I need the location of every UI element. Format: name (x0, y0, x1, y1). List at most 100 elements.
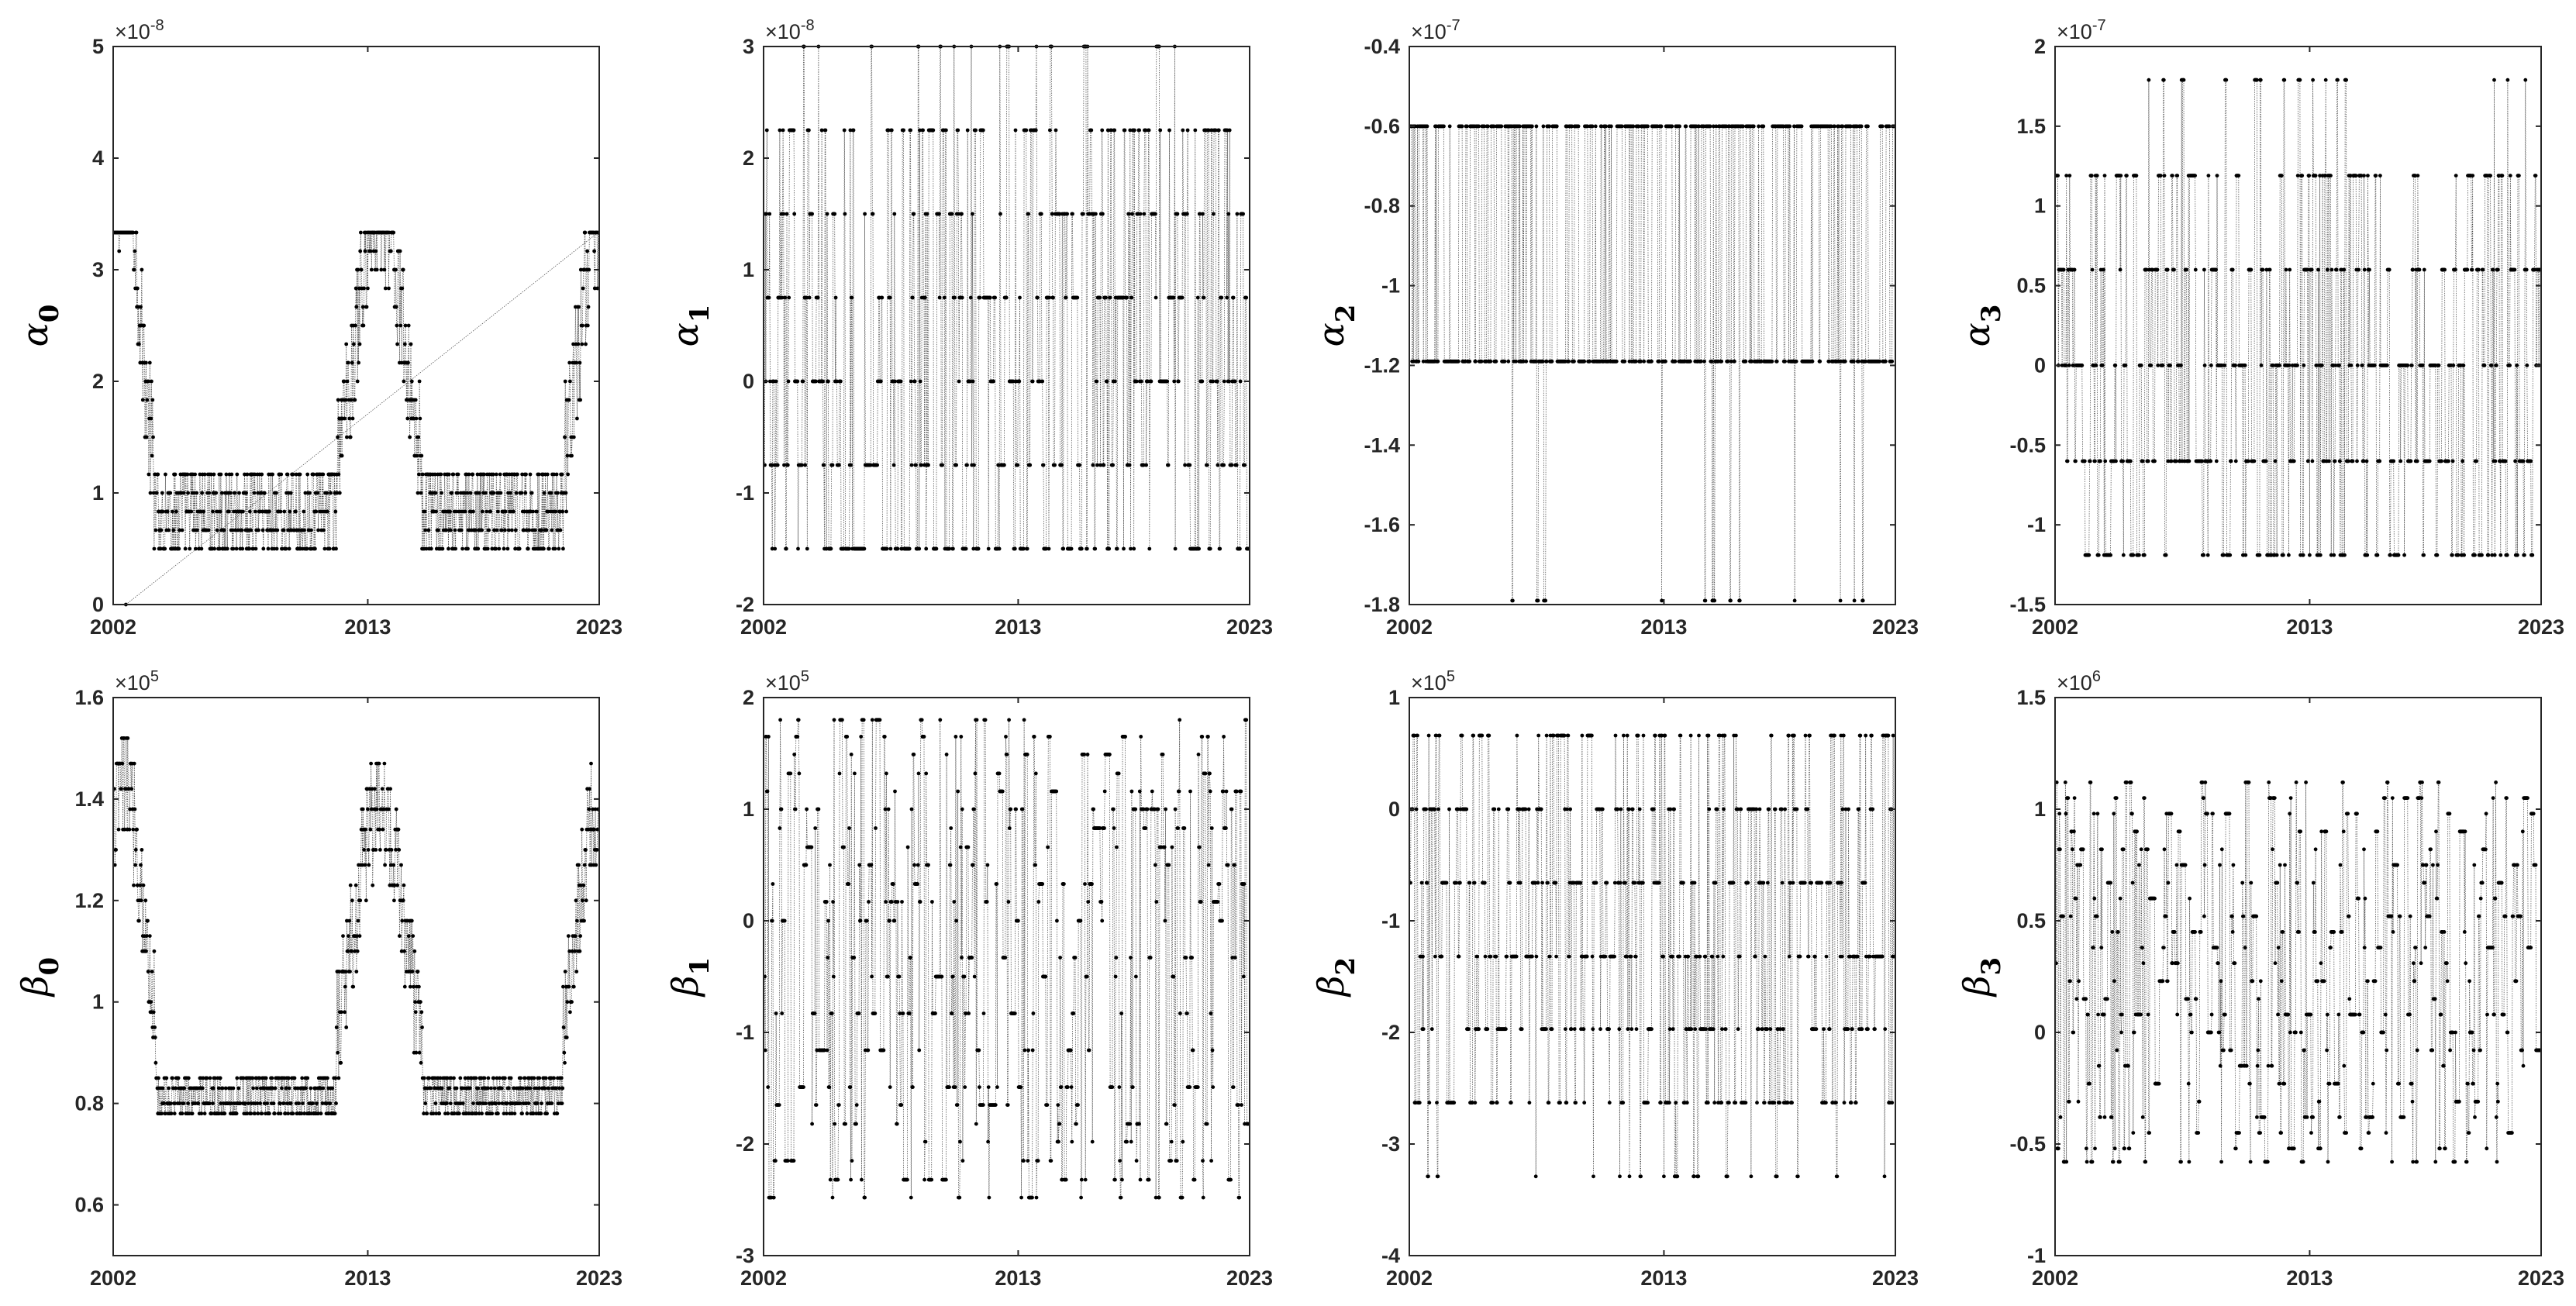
data-point (549, 491, 553, 495)
data-point (349, 398, 353, 402)
data-point (2310, 459, 2315, 463)
data-point (1127, 212, 1131, 216)
data-point (220, 1086, 225, 1091)
data-point (1051, 295, 1055, 300)
data-point (260, 472, 264, 477)
data-point (169, 1111, 174, 1116)
data-point (554, 1086, 558, 1091)
data-point (260, 1111, 264, 1116)
data-point (172, 1111, 177, 1116)
data-point (1547, 124, 1551, 129)
y-axis-label-subscript: 0 (34, 957, 65, 976)
data-point (1425, 124, 1429, 129)
data-point (796, 546, 800, 551)
data-point (2493, 459, 2498, 463)
data-point (565, 1000, 570, 1004)
data-point (347, 934, 350, 938)
data-point (832, 718, 836, 722)
data-point (414, 416, 419, 421)
data-point (377, 761, 381, 766)
data-point (367, 863, 371, 867)
data-point (891, 463, 896, 467)
y-tick-label: 2 (743, 146, 754, 170)
data-point (583, 230, 588, 235)
data-point (563, 379, 567, 384)
data-point (1235, 212, 1240, 216)
data-point (360, 305, 365, 309)
data-point (960, 295, 964, 300)
data-point (176, 1076, 181, 1080)
data-point (2228, 553, 2233, 557)
data-point (498, 472, 502, 477)
data-point (594, 863, 598, 867)
data-point (243, 472, 247, 477)
data-point (366, 286, 370, 291)
data-point (2354, 174, 2358, 178)
data-point (256, 1111, 260, 1116)
data-point (879, 379, 883, 384)
data-point (926, 863, 930, 867)
data-point (403, 323, 408, 328)
data-point (366, 807, 370, 812)
data-point (993, 295, 997, 300)
data-point (1860, 598, 1865, 603)
data-point (777, 1103, 781, 1107)
data-point (311, 472, 316, 477)
data-point (325, 491, 329, 495)
data-point (350, 416, 355, 421)
data-point (272, 1111, 277, 1116)
data-point (567, 984, 571, 989)
data-point (584, 898, 588, 903)
data-point (923, 1139, 928, 1144)
data-point (119, 787, 123, 791)
data-point (2102, 267, 2106, 272)
data-point (1024, 128, 1029, 133)
data-point (1036, 295, 1040, 300)
data-point (1208, 546, 1212, 551)
data-point (212, 472, 216, 477)
data-point (2215, 174, 2219, 178)
data-point (976, 546, 981, 551)
data-point (986, 546, 991, 551)
data-point (951, 546, 955, 551)
data-point (420, 1025, 424, 1029)
data-point (850, 295, 854, 300)
data-point (814, 379, 818, 384)
data-point (898, 379, 903, 384)
data-point (294, 472, 298, 477)
data-point (2451, 364, 2456, 367)
data-point (2491, 267, 2495, 272)
data-point (2336, 78, 2340, 82)
data-point (2095, 174, 2099, 178)
data-point (2362, 267, 2367, 272)
data-point (2462, 553, 2467, 557)
data-point (522, 528, 526, 532)
data-point (484, 491, 488, 495)
data-point (518, 1101, 522, 1105)
data-point (787, 295, 791, 300)
data-point (968, 295, 973, 300)
x-tick-label: 2023 (576, 1266, 622, 1290)
data-point (451, 472, 456, 477)
data-point (524, 528, 529, 532)
y-tick-label: 1.2 (74, 889, 104, 912)
data-point (265, 1101, 269, 1105)
data-point (2496, 267, 2500, 272)
data-point (1158, 128, 1163, 133)
data-point (839, 379, 843, 384)
data-point (1840, 124, 1845, 129)
data-point (1673, 359, 1678, 364)
data-point (580, 827, 585, 832)
data-point (2456, 553, 2460, 557)
data-point (1061, 546, 1066, 551)
data-point (1631, 124, 1636, 129)
data-point (1215, 379, 1219, 384)
data-point (960, 212, 964, 216)
data-point (153, 528, 158, 532)
data-point (2480, 553, 2484, 557)
data-point (400, 286, 405, 291)
data-point (2282, 78, 2287, 82)
data-point (547, 1086, 550, 1091)
data-point (337, 491, 342, 495)
data-point (805, 807, 809, 812)
